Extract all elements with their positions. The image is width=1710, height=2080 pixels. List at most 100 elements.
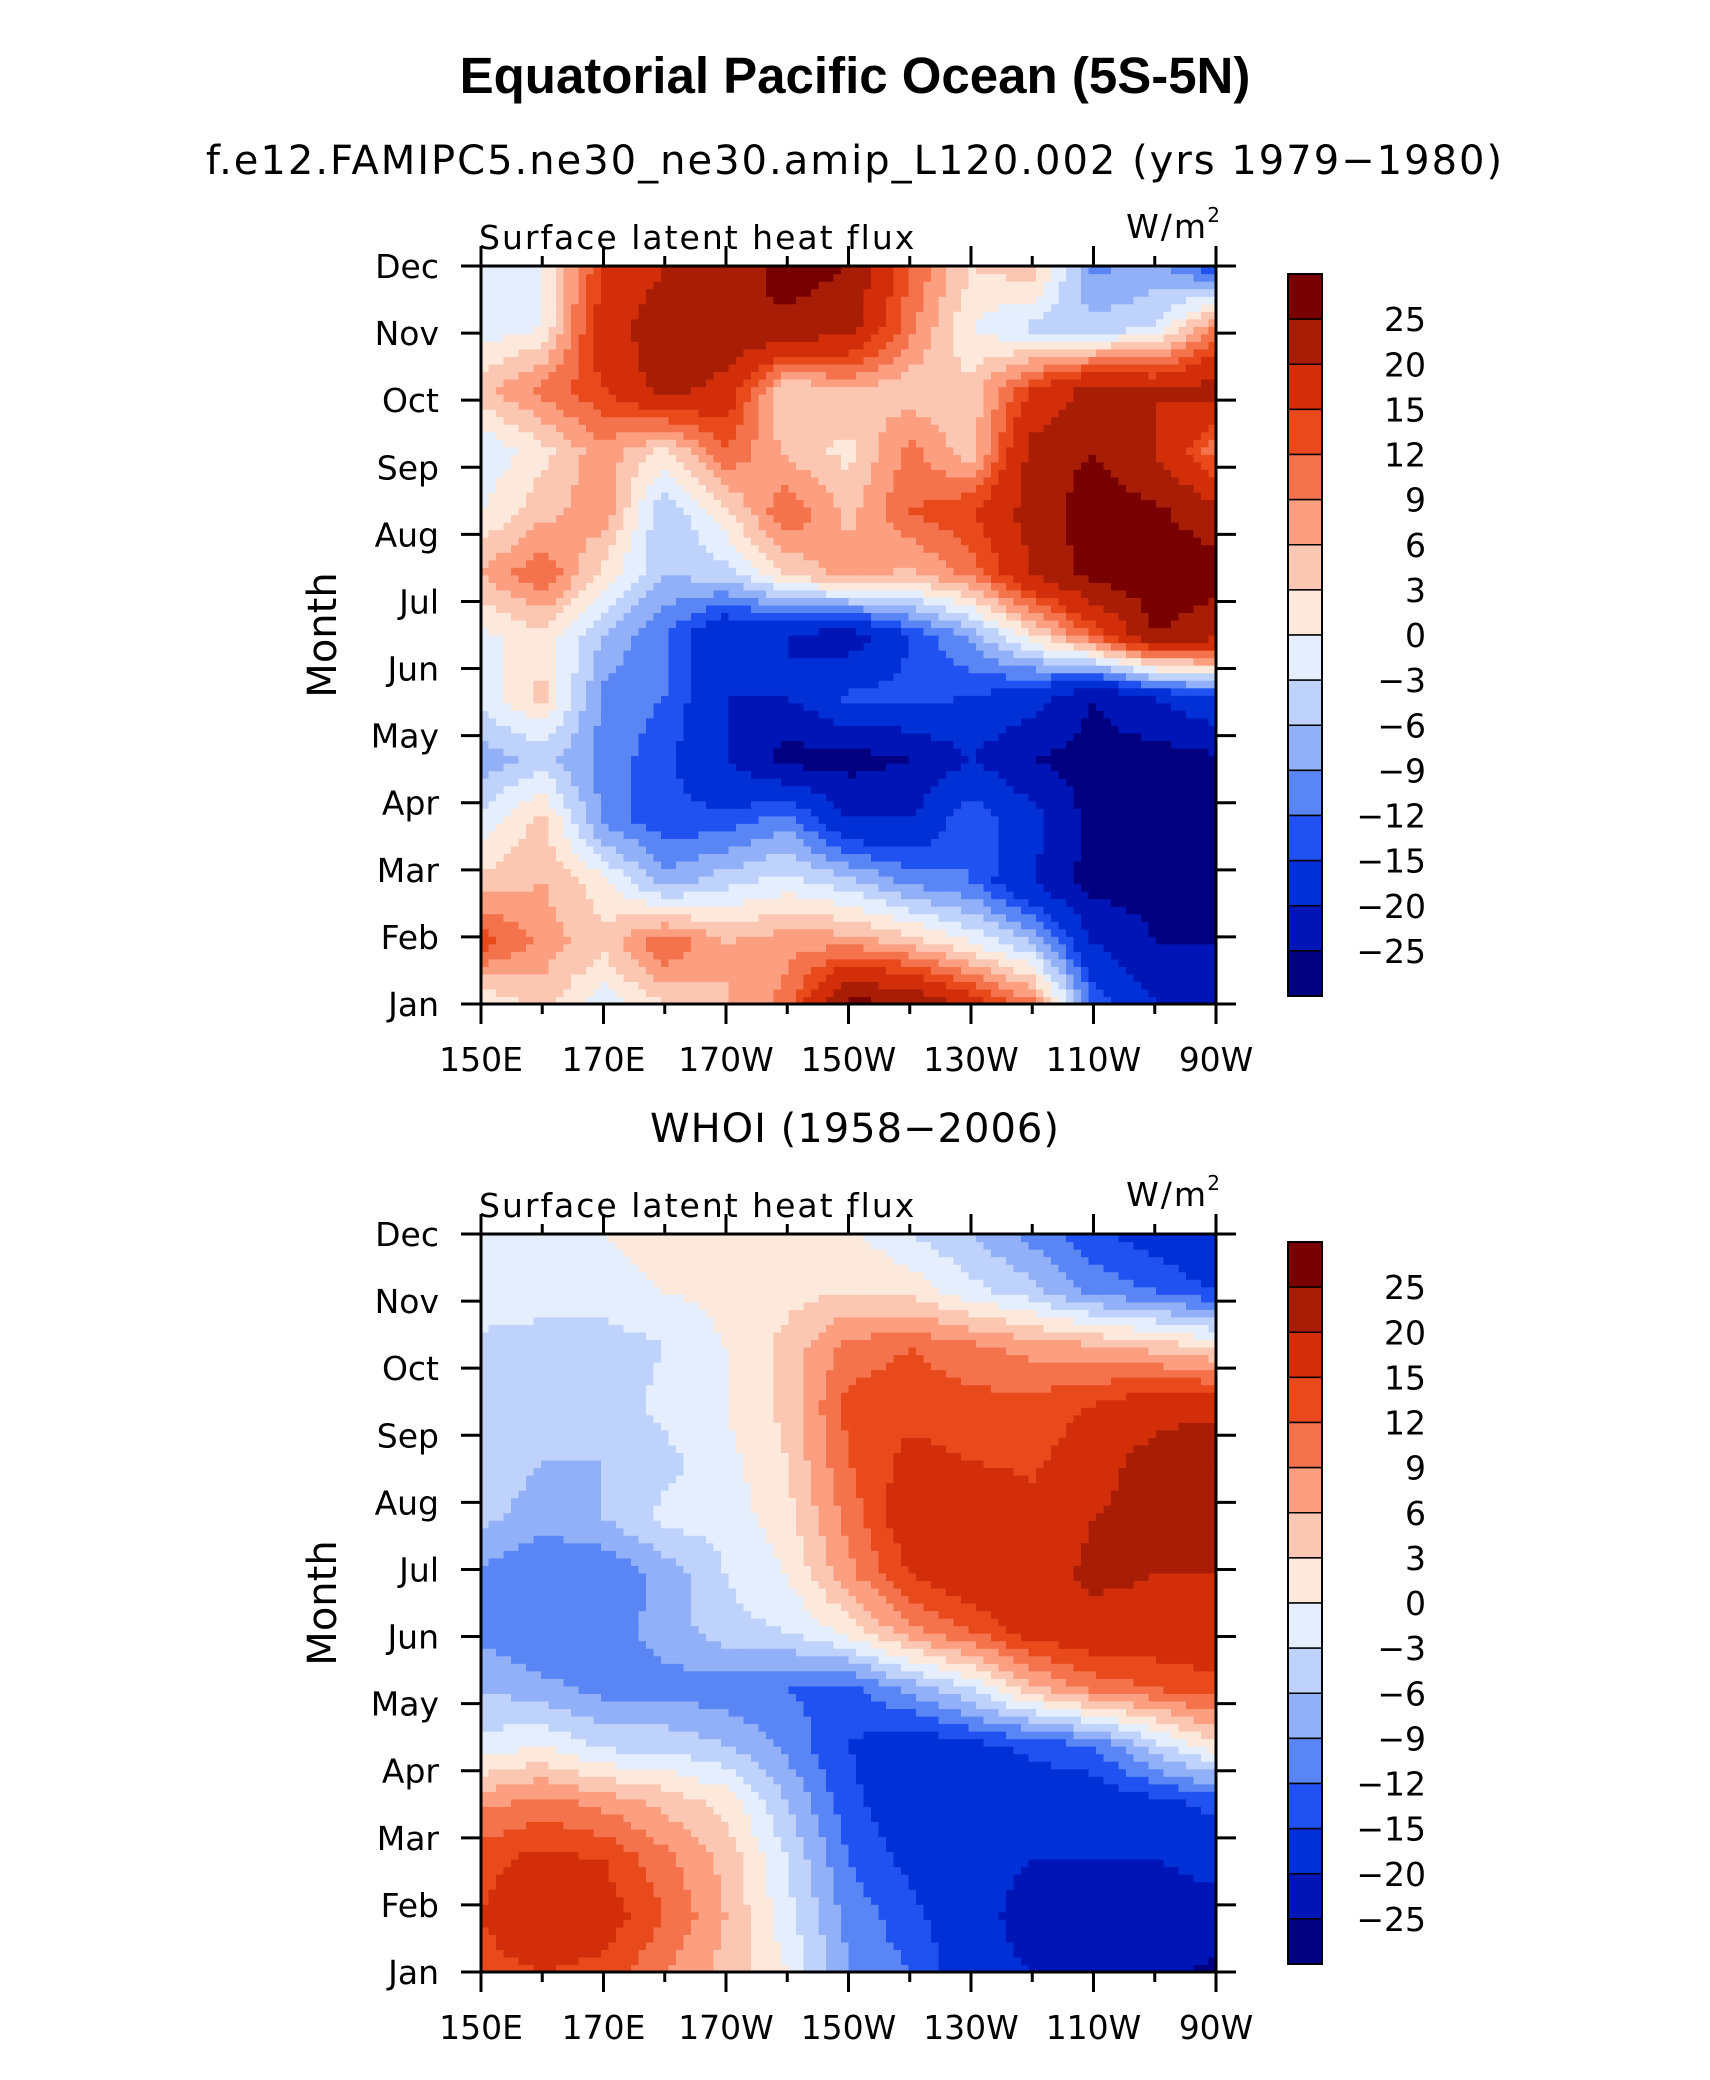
heatmap-cell	[1081, 672, 1090, 681]
heatmap-cell	[736, 732, 745, 742]
heatmap-cell	[976, 830, 985, 839]
heatmap-cell	[1088, 785, 1097, 794]
heatmap-cell	[578, 732, 587, 742]
heatmap-cell	[991, 823, 1000, 832]
heatmap-cell	[578, 717, 587, 726]
heatmap-cell	[706, 725, 715, 734]
heatmap-cell	[758, 973, 767, 983]
heatmap-cell	[991, 988, 1000, 998]
heatmap-cell	[1126, 695, 1135, 704]
heatmap-cell	[518, 763, 527, 772]
heatmap-cell	[781, 672, 790, 681]
heatmap-cell	[1178, 800, 1187, 809]
heatmap-cell	[938, 800, 947, 809]
heatmap-cell	[1178, 785, 1187, 794]
heatmap-cell	[548, 635, 557, 644]
heatmap-cell	[691, 672, 700, 681]
heatmap-cell	[698, 823, 707, 832]
heatmap-cell	[743, 627, 752, 636]
heatmap-cell	[691, 642, 700, 651]
heatmap-cell	[976, 898, 985, 907]
heatmap-cell	[1126, 642, 1135, 651]
heatmap-cell	[496, 966, 505, 975]
heatmap-cell	[1021, 891, 1030, 900]
heatmap-cell	[788, 853, 797, 862]
heatmap-cell	[938, 868, 947, 877]
heatmap-cell	[901, 695, 910, 704]
heatmap-cell	[646, 672, 655, 681]
heatmap-cell	[691, 755, 700, 764]
heatmap-cell	[571, 981, 580, 990]
heatmap-cell	[1103, 913, 1112, 922]
heatmap-cell	[1156, 951, 1165, 960]
heatmap-cell	[1148, 913, 1157, 922]
heatmap-cell	[1028, 672, 1037, 681]
heatmap-cell	[548, 883, 557, 892]
heatmap-cell	[923, 898, 932, 907]
heatmap-cell	[668, 778, 677, 787]
heatmap-cell	[871, 928, 880, 937]
heatmap-cell	[638, 635, 647, 644]
heatmap-cell	[1103, 928, 1112, 937]
heatmap-cell	[901, 936, 910, 945]
heatmap-cell	[826, 958, 835, 967]
heatmap-cell	[931, 906, 940, 915]
heatmap-cell	[526, 672, 535, 681]
heatmap-cell	[916, 898, 925, 907]
heatmap-cell	[563, 619, 572, 629]
heatmap-cell	[1058, 981, 1067, 990]
heatmap-cell	[766, 845, 775, 854]
heatmap-cell	[758, 823, 767, 832]
heatmap-cell	[496, 732, 505, 742]
heatmap-cell	[1028, 958, 1037, 967]
heatmap-cell	[826, 845, 835, 854]
heatmap-cell	[773, 770, 782, 779]
heatmap-cell	[953, 823, 962, 832]
heatmap-cell	[706, 973, 715, 983]
heatmap-cell	[1006, 936, 1015, 945]
heatmap-cell	[668, 725, 677, 734]
heatmap-cell	[1141, 943, 1150, 952]
heatmap-cell	[571, 875, 580, 885]
heatmap-cell	[1051, 906, 1060, 915]
heatmap-cell	[1058, 680, 1067, 689]
heatmap-cell	[1193, 875, 1202, 885]
heatmap-cell	[1073, 921, 1082, 930]
heatmap-cell	[1186, 687, 1195, 696]
heatmap-cell	[803, 695, 812, 704]
heatmap-cell	[1178, 672, 1187, 681]
heatmap-cell	[548, 981, 557, 990]
heatmap-cell	[1058, 883, 1067, 892]
heatmap-cell	[668, 830, 677, 839]
heatmap-cell	[766, 725, 775, 734]
heatmap-cell	[758, 650, 767, 659]
heatmap-cell	[721, 672, 730, 681]
heatmap-cell	[848, 921, 857, 930]
heatmap-cell	[1051, 747, 1060, 757]
heatmap-cell	[713, 800, 722, 809]
heatmap-cell	[736, 906, 745, 915]
heatmap-cell	[886, 717, 895, 726]
heatmap-cell	[736, 830, 745, 839]
heatmap-cell	[526, 800, 535, 809]
heatmap-cell	[563, 747, 572, 757]
heatmap-cell	[788, 650, 797, 659]
heatmap-cell	[893, 928, 902, 937]
heatmap-cell	[811, 657, 820, 666]
heatmap-cell	[923, 981, 932, 990]
heatmap-cell	[1081, 778, 1090, 787]
heatmap-cell	[991, 808, 1000, 817]
heatmap-cell	[556, 891, 565, 900]
heatmap-cell	[533, 665, 542, 674]
heatmap-cell	[736, 845, 745, 854]
heatmap-cell	[1013, 913, 1022, 922]
heatmap-cell	[586, 815, 595, 824]
heatmap-cell	[1073, 763, 1082, 772]
heatmap-cell	[1148, 642, 1157, 651]
heatmap-cell	[773, 845, 782, 854]
heatmap-cell	[908, 898, 917, 907]
heatmap-cell	[743, 891, 752, 900]
heatmap-cell	[826, 966, 835, 975]
heatmap-cell	[1163, 845, 1172, 854]
heatmap-cell	[781, 815, 790, 824]
